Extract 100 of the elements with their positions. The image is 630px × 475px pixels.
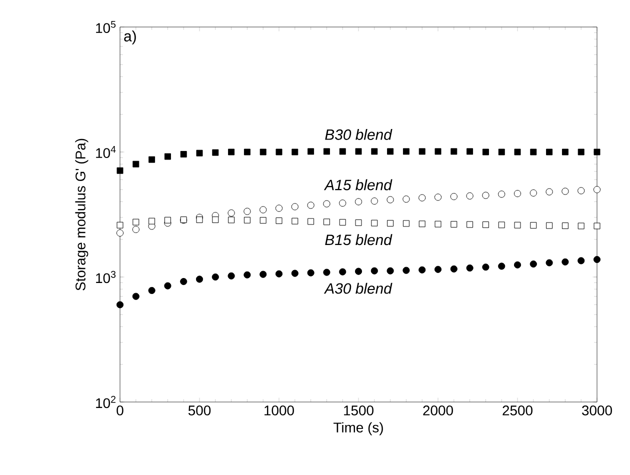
point	[116, 222, 124, 228]
point	[339, 219, 346, 226]
point	[578, 257, 585, 264]
point	[132, 160, 140, 168]
point	[339, 148, 346, 155]
point	[562, 222, 568, 229]
point	[244, 216, 250, 224]
point	[434, 266, 442, 273]
series-label: B30 blend	[325, 128, 392, 140]
point	[434, 194, 442, 201]
series-label: A15 blend	[324, 179, 392, 190]
point	[450, 265, 458, 272]
point	[323, 268, 330, 276]
point	[260, 270, 267, 278]
point	[418, 220, 426, 228]
point	[354, 198, 362, 206]
y-tick-label: 10$^{4}$	[96, 146, 116, 158]
point	[212, 149, 219, 156]
y-tick-label: 10$^{2}$	[96, 396, 116, 408]
point	[307, 269, 314, 276]
point	[482, 221, 489, 228]
point	[292, 148, 298, 156]
point	[164, 282, 172, 290]
point	[546, 148, 553, 156]
point	[275, 270, 283, 278]
point	[196, 216, 203, 224]
point	[196, 150, 203, 156]
point	[546, 259, 553, 266]
point	[466, 221, 474, 228]
point	[275, 204, 283, 212]
point	[212, 273, 219, 281]
series-label: A30 blend	[324, 282, 392, 294]
point	[514, 148, 521, 156]
point	[260, 206, 267, 214]
point	[530, 189, 537, 197]
point	[148, 286, 156, 294]
point	[244, 271, 251, 278]
point	[323, 148, 330, 155]
point	[355, 148, 362, 155]
point	[594, 148, 600, 156]
point	[434, 148, 442, 155]
point	[578, 222, 584, 230]
point	[418, 266, 426, 274]
point	[228, 209, 235, 217]
point	[339, 200, 346, 207]
point	[260, 217, 266, 224]
x-tick-label: 2000	[423, 406, 453, 416]
point	[434, 220, 442, 228]
point	[546, 222, 553, 229]
point	[116, 301, 124, 308]
point	[418, 194, 426, 202]
point	[148, 156, 156, 163]
point	[578, 187, 585, 194]
point	[276, 148, 282, 156]
point	[450, 148, 458, 155]
point	[307, 202, 314, 209]
point	[291, 270, 298, 277]
point	[450, 193, 458, 200]
point	[498, 190, 506, 198]
point	[132, 218, 140, 226]
point	[164, 153, 171, 160]
point	[562, 148, 568, 156]
point	[466, 264, 474, 272]
point	[370, 267, 378, 274]
point	[116, 167, 124, 174]
point	[562, 188, 569, 195]
x-tick-label: 500	[188, 406, 211, 416]
point	[514, 222, 521, 228]
point	[196, 276, 204, 283]
point	[212, 216, 219, 224]
point	[482, 148, 489, 156]
point	[514, 190, 522, 198]
point	[116, 229, 124, 237]
point	[164, 216, 171, 224]
point	[530, 222, 537, 229]
point	[292, 218, 298, 224]
x-tick-label: 2500	[502, 406, 532, 416]
point	[132, 292, 140, 300]
point	[593, 256, 601, 264]
point	[402, 196, 410, 203]
point	[402, 220, 410, 227]
point	[562, 258, 569, 266]
point	[498, 262, 506, 270]
point	[148, 218, 156, 224]
point	[593, 186, 601, 194]
point	[594, 222, 600, 230]
point	[228, 216, 235, 224]
point	[354, 268, 362, 275]
x-tick-label: 0	[116, 406, 124, 416]
series-label: B15 blend	[325, 234, 392, 246]
point	[418, 148, 426, 155]
point	[308, 148, 314, 155]
point	[291, 203, 298, 210]
point	[546, 188, 553, 196]
point	[530, 148, 537, 156]
point	[228, 148, 235, 156]
point	[466, 192, 474, 200]
point	[482, 264, 490, 271]
point	[308, 218, 314, 225]
x-tick-label: 1500	[344, 406, 374, 416]
